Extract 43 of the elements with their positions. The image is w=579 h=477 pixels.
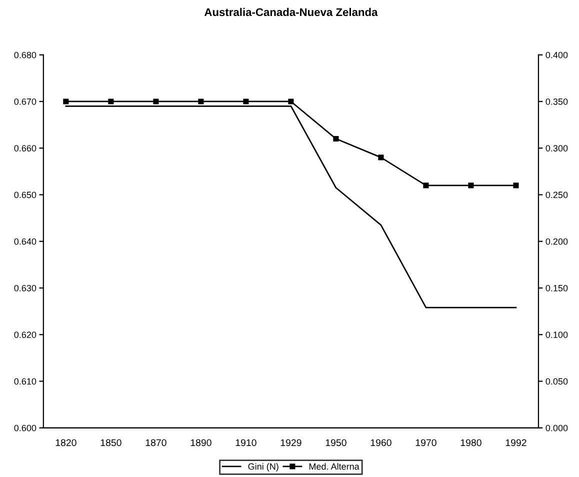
y-tick-label: 0.620 bbox=[14, 332, 36, 338]
y2-tick-label: 0.100 bbox=[546, 332, 568, 338]
y2-tick-label: 0.150 bbox=[546, 284, 568, 292]
y2-tick-label: 0.300 bbox=[546, 145, 568, 152]
x-tick-label: 1992 bbox=[506, 439, 526, 446]
x-tick-label: 1950 bbox=[326, 439, 346, 446]
point bbox=[288, 98, 294, 104]
point bbox=[63, 98, 69, 104]
point bbox=[153, 98, 159, 104]
y-tick-label: 0.650 bbox=[14, 192, 36, 198]
point bbox=[423, 182, 429, 188]
y2-tick-label: 0.350 bbox=[546, 98, 568, 105]
y-tick-label: 0.660 bbox=[14, 145, 36, 152]
y-tick-label: 0.640 bbox=[14, 238, 36, 245]
point bbox=[378, 154, 384, 160]
y-tick-label: 0.600 bbox=[14, 424, 36, 432]
x-tick-label: 1980 bbox=[460, 439, 482, 446]
point bbox=[243, 98, 249, 104]
y2-tick-label: 0.400 bbox=[546, 52, 568, 58]
point bbox=[198, 98, 204, 104]
point bbox=[468, 182, 474, 188]
y-tick-label: 0.670 bbox=[14, 98, 36, 105]
x-tick-label: 1870 bbox=[146, 439, 166, 446]
x-tick-label: 1850 bbox=[100, 439, 122, 446]
x-tick-label: 1929 bbox=[280, 439, 302, 446]
y2-tick-label: 0.200 bbox=[546, 238, 568, 245]
y2-tick-label: 0.050 bbox=[546, 378, 568, 385]
y2-tick-label: 0.000 bbox=[546, 424, 568, 432]
x-tick-label: 1970 bbox=[416, 439, 436, 446]
point bbox=[513, 182, 519, 188]
point bbox=[333, 136, 339, 142]
legend-label: Med. Alterna bbox=[309, 463, 360, 470]
y2-tick-label: 0.250 bbox=[546, 192, 568, 198]
x-tick-label: 1820 bbox=[56, 439, 76, 446]
point bbox=[108, 98, 114, 104]
chart-title: Australia-Canada-Nueva Zelanda bbox=[204, 8, 378, 16]
x-tick-label: 1960 bbox=[370, 439, 392, 446]
y-tick-label: 0.610 bbox=[14, 378, 36, 385]
legend-label: Gini (N) bbox=[248, 463, 278, 472]
x-tick-label: 1910 bbox=[236, 439, 256, 446]
y-tick-label: 0.630 bbox=[14, 284, 36, 292]
x-tick-label: 1890 bbox=[190, 439, 212, 446]
y-tick-label: 0.680 bbox=[14, 52, 36, 58]
